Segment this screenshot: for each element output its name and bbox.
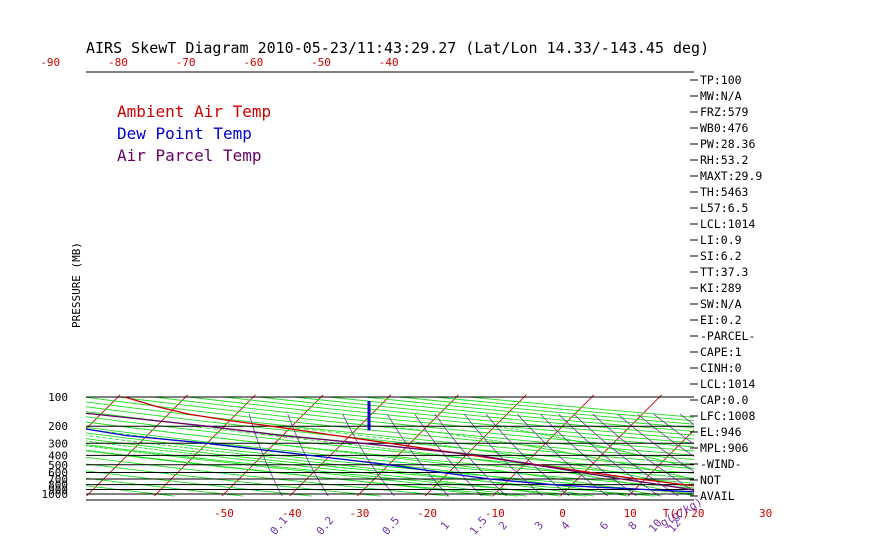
pressure-tick-label: 700 — [48, 473, 68, 486]
index-label: LCL:1014 — [700, 377, 755, 391]
index-label: MW:N/A — [700, 89, 742, 103]
index-label: EL:946 — [700, 425, 742, 439]
mixing-ratio-tick-label: 0.2 — [314, 514, 337, 538]
mixing-ratio-tick-label: 1 — [438, 519, 452, 532]
index-label: CINH:0 — [700, 361, 742, 375]
bottom-temp-tick-label: -50 — [214, 507, 234, 520]
x-axis-label: T(C) — [663, 507, 690, 520]
index-label: TH:5463 — [700, 185, 749, 199]
index-label: WB0:476 — [700, 121, 749, 135]
index-label: LFC:1008 — [700, 409, 755, 423]
pressure-tick-label: 200 — [48, 420, 68, 433]
legend-entry: Ambient Air Temp — [117, 102, 271, 121]
mixing-ratio-line — [434, 413, 507, 497]
index-label: CAPE:1 — [700, 345, 742, 359]
top-temp-tick-label: -60 — [243, 56, 263, 69]
stability-indices: TP:100 MW:N/A FRZ:579 WB0:476 PW:28.36 RH:53.… — [690, 73, 762, 503]
bottom-temp-tick-label: -40 — [282, 507, 302, 520]
index-label: TT:37.3 — [700, 265, 749, 279]
dry-adiabat — [258, 396, 695, 440]
index-label: SW:N/A — [700, 297, 742, 311]
dry-adiabat — [85, 470, 312, 497]
chart-title: AIRS SkewT Diagram 2010-05-23/11:43:29.2… — [86, 39, 709, 57]
axis-ticks: -120-110-100-90-80-70-60-50-40-50-40-30-… — [40, 56, 772, 538]
bottom-temp-tick-label: 10 — [624, 507, 637, 520]
mixing-ratio-tick-label: 2 — [496, 519, 510, 532]
dry-adiabat — [85, 477, 244, 497]
index-label: MPL:906 — [700, 441, 749, 455]
mixing-ratio-tick-label: 3 — [532, 519, 546, 532]
series-line — [85, 428, 695, 493]
mixing-ratio-tick-label: 4 — [558, 519, 572, 533]
top-temp-tick-label: -70 — [176, 56, 196, 69]
pressure-tick-label: 900 — [48, 484, 68, 497]
mixing-ratio-line — [653, 413, 695, 445]
mixing-ratio-line — [287, 413, 329, 497]
top-temp-tick-label: -90 — [40, 56, 60, 69]
pressure-tick-label: 100 — [48, 391, 68, 404]
index-label: RH:53.2 — [700, 153, 748, 167]
pressure-tick-label: 1000 — [42, 488, 69, 501]
bottom-temp-tick-label: 20 — [691, 507, 704, 520]
mixing-ratio-line — [485, 413, 570, 497]
mixing-ratio-line — [342, 413, 395, 497]
index-label: EI:0.2 — [700, 313, 742, 327]
dry-adiabat — [364, 396, 695, 429]
legend-entry: Dew Point Temp — [117, 124, 252, 143]
mixing-ratio-tick-label: 8 — [626, 519, 640, 532]
index-label: AVAIL — [700, 489, 735, 503]
mixing-ratio-line — [637, 413, 695, 457]
pressure-tick-label: 800 — [48, 479, 68, 492]
index-label: PW:28.36 — [700, 137, 755, 151]
index-label: LCL:1014 — [700, 217, 755, 231]
legend: Ambient Air Temp Dew Point Temp Air Parcel… — [117, 102, 271, 165]
index-label: SI:6.2 — [700, 249, 742, 263]
profiles — [85, 396, 695, 493]
moist-adiabat — [495, 425, 695, 470]
mixing-ratio-tick-label: 0.5 — [380, 514, 403, 538]
dry-adiabat — [434, 396, 695, 422]
index-label: LI:0.9 — [700, 233, 742, 247]
bottom-temp-tick-label: -20 — [417, 507, 437, 520]
top-temp-tick-label: -80 — [108, 56, 128, 69]
index-label: L57:6.5 — [700, 201, 748, 215]
index-label: NOT — [700, 473, 721, 487]
mixing-ratio-line — [679, 413, 695, 425]
top-temp-tick-label: -50 — [311, 56, 331, 69]
top-temp-tick-label: -40 — [379, 56, 399, 69]
dry-adiabat — [329, 396, 695, 432]
legend-entry: Air Parcel Temp — [117, 146, 262, 165]
bottom-temp-tick-label: 30 — [759, 507, 772, 520]
dry-adiabat — [85, 396, 695, 460]
index-label: CAP:0.0 — [700, 393, 749, 407]
bottom-temp-tick-label: -10 — [485, 507, 505, 520]
series-line — [85, 412, 695, 491]
index-label: KI:289 — [700, 281, 742, 295]
bottom-temp-tick-label: 0 — [559, 507, 566, 520]
pressure-tick-label: 600 — [48, 466, 68, 479]
dry-adiabat — [294, 396, 695, 436]
background-lines — [85, 394, 695, 497]
y-axis-label: PRESSURE (MB) — [70, 242, 83, 328]
index-label: MAXT:29.9 — [700, 169, 762, 183]
mixing-ratio-line — [387, 413, 449, 497]
index-label: -PARCEL- — [700, 329, 755, 343]
pressure-tick-label: 300 — [48, 437, 68, 450]
dry-adiabat — [85, 456, 450, 497]
index-label: TP:100 — [700, 73, 742, 87]
isotherm-line — [85, 394, 121, 430]
bottom-temp-tick-label: -30 — [349, 507, 369, 520]
index-label: FRZ:579 — [700, 105, 749, 119]
pressure-tick-label: 500 — [48, 459, 68, 472]
dry-adiabat — [469, 396, 695, 418]
dry-adiabat — [153, 396, 694, 452]
mixing-ratio-tick-label: 6 — [597, 519, 611, 532]
index-label: -WIND- — [700, 457, 742, 471]
pressure-tick-label: 400 — [48, 449, 68, 462]
dry-adiabat — [188, 396, 695, 448]
